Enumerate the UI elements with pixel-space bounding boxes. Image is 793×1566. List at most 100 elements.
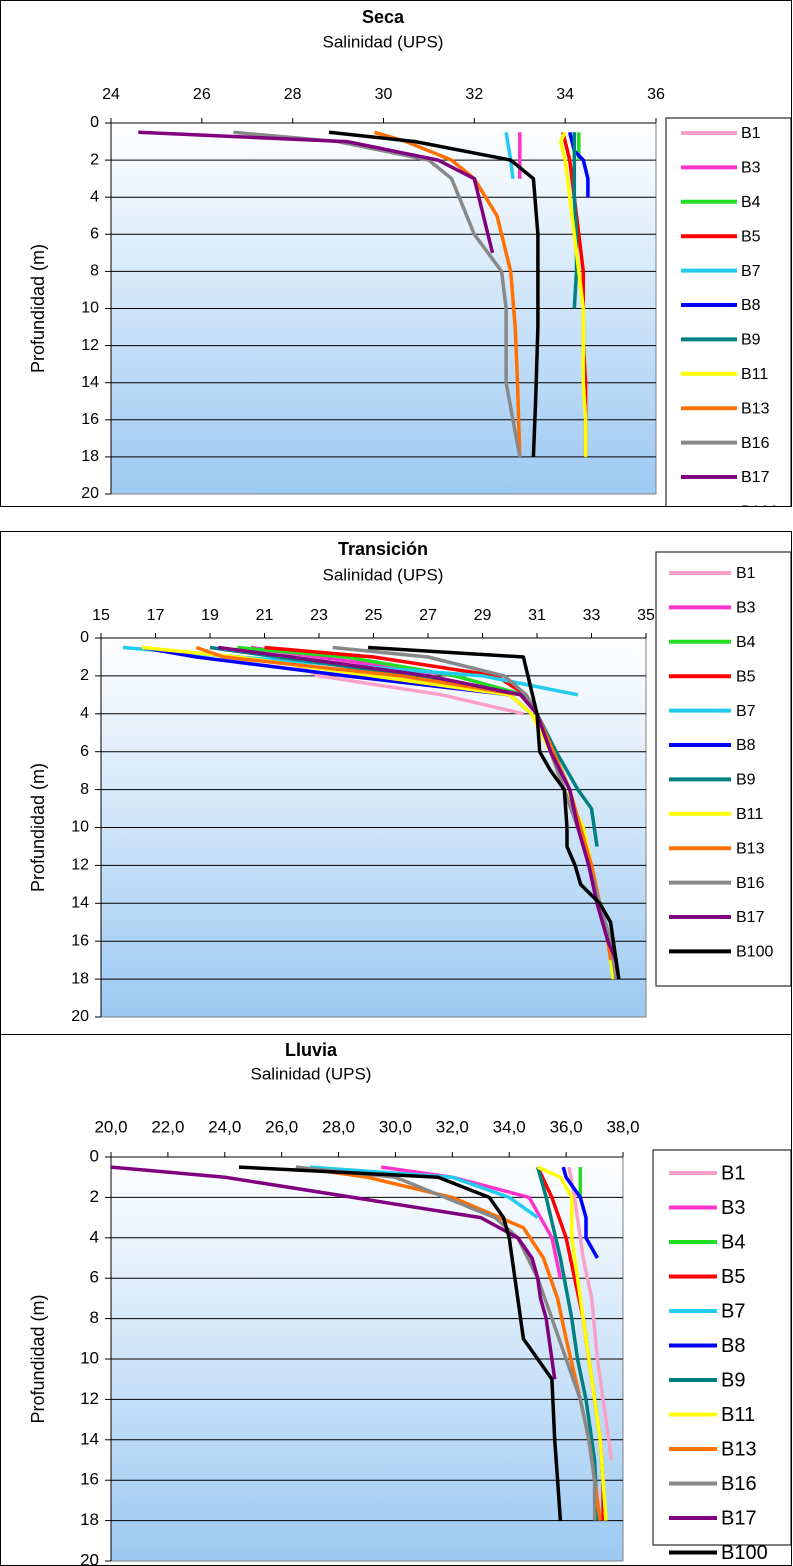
series-line-b17: [217, 645, 621, 980]
y-tick-label: 18: [71, 970, 89, 987]
legend-label: B11: [736, 806, 763, 823]
chart-panel-transicion: Transición Salinidad (UPS) 0 2 4 6 8 10 12 14 16 18…: [0, 531, 792, 1036]
x-tick-label: 30,0: [379, 1117, 412, 1136]
legend-label: B17: [741, 469, 770, 486]
x-tick-label: 24: [102, 86, 120, 103]
x-tick-label: 36: [647, 86, 665, 103]
x-axis-label: Salinidad (UPS): [323, 32, 444, 51]
y-tick-label: 14: [71, 895, 89, 912]
y-tick-label: 4: [90, 1227, 99, 1246]
legend-label: B17: [736, 909, 765, 926]
chart-panel-lluvia: Lluvia Salinidad (UPS) 0 2 4 6 8 10 12 14 16 18 20 20…: [0, 1034, 792, 1566]
y-tick-label: 2: [90, 151, 99, 168]
legend-label: B13: [741, 400, 770, 417]
y-axis-label: Profundidad (m): [28, 244, 48, 373]
y-tick-label: 12: [81, 337, 99, 354]
y-tick-label: 10: [71, 819, 89, 836]
legend-label: B13: [721, 1438, 757, 1460]
y-axis-label: Profundidad (m): [28, 763, 48, 892]
legend-label: B4: [721, 1231, 745, 1253]
legend-label: B4: [736, 634, 756, 651]
y-tick-label: 8: [90, 263, 99, 280]
chart-lluvia: Lluvia Salinidad (UPS) 0 2 4 6 8 10 12 14 16 18 20 20…: [28, 1040, 791, 1566]
legend-label: B8: [741, 297, 761, 314]
y-tick-label: 2: [90, 1187, 99, 1206]
y-tick-label: 20: [80, 1550, 99, 1566]
x-tick-label: 28: [284, 86, 302, 103]
legend-label: B16: [736, 875, 765, 892]
legend-label: B1: [736, 565, 756, 582]
x-tick-label: 34: [556, 86, 574, 103]
legend-label: B11: [741, 366, 768, 383]
chart-panel-seca: Seca Salinidad (UPS) 0 2 4 6 8 10 12 14 16 18 20 24 26…: [0, 0, 792, 507]
chart-title: Lluvia: [285, 1040, 338, 1060]
chart-transicion: Transición Salinidad (UPS) 0 2 4 6 8 10 12 14 16 18…: [28, 539, 791, 1025]
x-tick-label: 31: [528, 607, 546, 624]
y-tick-label: 6: [90, 1268, 99, 1287]
legend-label: B5: [736, 668, 756, 685]
x-tick-label: 26,0: [265, 1117, 298, 1136]
legend-label: B11: [721, 1404, 755, 1426]
legend-label: B5: [721, 1266, 745, 1288]
legend-label: B3: [721, 1197, 745, 1219]
y-tick-label: 10: [81, 300, 99, 317]
series-line-b100: [328, 130, 540, 457]
x-tick-label: 32,0: [436, 1117, 469, 1136]
legend-label: B3: [736, 600, 756, 617]
x-tick-label: 15: [92, 607, 110, 624]
series-line-b16: [295, 1165, 597, 1521]
x-tick-label: 20,0: [94, 1117, 127, 1136]
series-line-b9: [572, 132, 579, 309]
x-tick-label: 22,0: [151, 1117, 184, 1136]
x-tick-label: 21: [256, 607, 274, 624]
legend-label: B1: [721, 1162, 745, 1184]
y-tick-label: 8: [90, 1308, 99, 1327]
legend-box: [665, 117, 791, 506]
legend-label: B1: [741, 125, 761, 142]
legend-label: B5: [741, 228, 761, 245]
series-line-b13: [373, 130, 522, 457]
y-tick-label: 16: [80, 1470, 99, 1489]
x-tick-label: 35: [637, 607, 655, 624]
chart-title: Transición: [338, 539, 428, 559]
y-axis-label: Profundidad (m): [28, 1294, 48, 1423]
y-tick-label: 20: [81, 485, 99, 502]
series-line-b100: [238, 1165, 563, 1521]
y-tick-label: 16: [81, 411, 99, 428]
legend-label: B100: [736, 944, 773, 961]
legend-label: B9: [736, 772, 756, 789]
x-tick-label: 30: [375, 86, 393, 103]
legend-label: B7: [721, 1300, 745, 1322]
y-tick-label: 4: [80, 705, 89, 722]
legend-label: B9: [741, 332, 761, 349]
legend-label: B7: [741, 263, 761, 280]
y-tick-label: 12: [71, 857, 89, 874]
x-tick-label: 36,0: [550, 1117, 583, 1136]
series-line-b17: [110, 1165, 557, 1380]
y-tick-label: 0: [90, 1146, 99, 1165]
series-line-b11: [558, 131, 588, 457]
y-tick-label: 4: [90, 188, 99, 205]
legend-label: B4: [741, 194, 761, 211]
x-tick-label: 38,0: [606, 1117, 639, 1136]
x-tick-label: 25: [365, 607, 383, 624]
y-tick-label: 14: [81, 374, 99, 391]
legend-label: B17: [721, 1507, 757, 1529]
series-line-b1: [567, 1166, 614, 1461]
legend-label: B100: [741, 504, 778, 507]
series-line-b4: [237, 645, 524, 697]
legend-label: B9: [721, 1369, 745, 1391]
y-tick-label: 12: [80, 1389, 99, 1408]
legend-label: B16: [741, 435, 770, 452]
series-line-b7: [309, 1165, 539, 1220]
x-tick-label: 29: [474, 607, 492, 624]
y-tick-label: 10: [80, 1348, 99, 1367]
y-tick-label: 14: [80, 1429, 99, 1448]
y-tick-label: 6: [80, 743, 89, 760]
series-line-b17: [138, 130, 495, 254]
series-line-b100: [367, 645, 621, 980]
y-tick-label: 0: [80, 629, 89, 646]
legend-box: [655, 551, 791, 987]
x-tick-label: 28,0: [322, 1117, 355, 1136]
